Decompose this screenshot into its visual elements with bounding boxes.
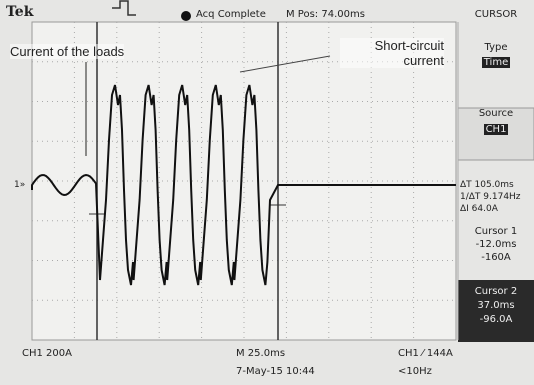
cursor-value: -96.0A: [458, 314, 534, 325]
timebase: M 25.0ms: [236, 348, 285, 360]
annotation: Short-circuit current: [340, 38, 444, 68]
readout: ΔT 105.0ms: [460, 180, 514, 190]
cursor-time: -12.0ms: [458, 239, 534, 250]
menu-value[interactable]: CH1: [484, 124, 509, 135]
menu-value[interactable]: Time: [482, 57, 510, 68]
channel-scale: CH1 200A: [22, 348, 72, 360]
trigger: CH1 ⁄ 144A: [398, 348, 453, 360]
cursor-time: 37.0ms: [458, 300, 534, 311]
menu-label: Source: [458, 108, 534, 119]
cursor-value: -160A: [458, 252, 534, 263]
menu-label: Type: [458, 42, 534, 53]
brand: Tek: [6, 4, 33, 20]
menu-title: CURSOR: [458, 9, 534, 20]
trigger-icon: [112, 1, 136, 15]
channel-marker: 1»: [14, 180, 25, 190]
oscilloscope-screen: Tek Acq Complete M Pos: 74.00ms CURSOR T…: [0, 0, 534, 385]
cursor-label: Cursor 1: [458, 226, 534, 237]
cursor-label: Cursor 2: [458, 286, 534, 297]
status: Acq Complete: [196, 9, 266, 21]
readout: 1/ΔT 9.174Hz: [460, 192, 521, 202]
run-indicator: [181, 11, 191, 21]
annotation: Current of the loads: [10, 44, 124, 59]
position: M Pos: 74.00ms: [286, 9, 365, 21]
frequency: <10Hz: [398, 366, 432, 378]
date: 7-May-15 10:44: [236, 366, 315, 378]
readout: ΔI 64.0A: [460, 204, 498, 214]
